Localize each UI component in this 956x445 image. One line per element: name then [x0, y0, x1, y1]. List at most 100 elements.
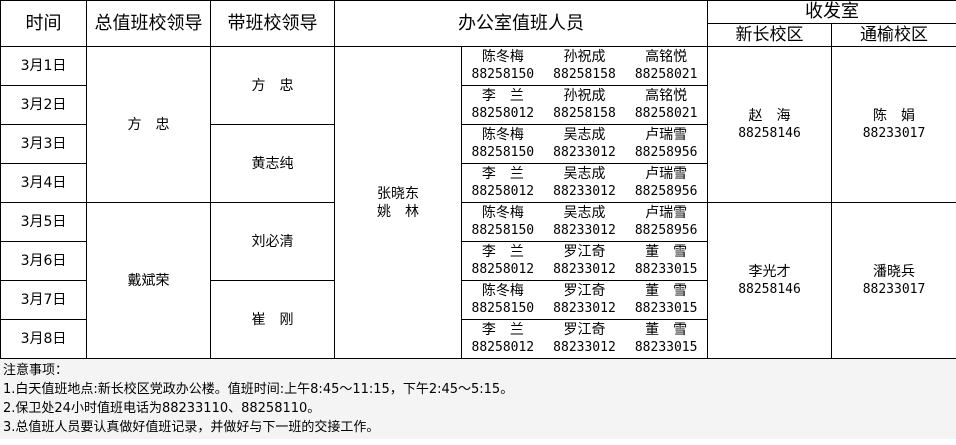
staff-phone: 88258150	[471, 223, 535, 238]
staff-name: 陈冬梅	[481, 205, 524, 221]
staff-phone: 88233012	[553, 145, 616, 160]
mailroom-name: 赵 海	[748, 107, 791, 124]
note-item: 3.总值班人员要认真做好值班记录，并做好与下一班的交接工作。	[3, 420, 380, 435]
general-leader-cell: 方 忠	[86, 46, 211, 203]
staff-name: 陈冬梅	[481, 127, 524, 143]
date-cell: 3月5日	[0, 202, 87, 242]
office-staff-cell: 陈冬梅 吴志成 卢瑞雪 88258150 88233012 88258956	[461, 124, 708, 164]
staff-phone: 88233012	[553, 223, 616, 238]
shift-leader-cell: 黄志纯	[210, 124, 335, 203]
shift-leader-cell: 方 忠	[210, 46, 335, 125]
mailroom-tong-cell: 潘晓兵 88233017	[831, 202, 956, 359]
staff-phone: 88258012	[471, 184, 535, 199]
shift-leader-cell: 刘必清	[210, 202, 335, 281]
table-row: 3月6日 李 兰 罗江奇 董 雪 88258012 88233012 88233015	[0, 241, 956, 281]
staff-phone: 88258150	[471, 301, 535, 316]
table-row: 3月7日 崔 刚 陈冬梅罗江奇 董 雪 88258150 88233012 88233015	[0, 280, 956, 359]
mailroom-new-cell: 赵 海 88258146	[707, 46, 832, 203]
header-general-leader: 总值班校领导	[86, 0, 211, 47]
staff-phone: 88258150	[471, 67, 535, 82]
header-time: 时间	[0, 0, 87, 47]
note-item: 1.白天值班地点:新长校区党政办公楼。值班时间:上午8:45～11:15，下午2…	[3, 382, 514, 397]
staff-name: 陈冬梅	[481, 49, 524, 65]
staff-phone: 88258012	[471, 340, 535, 355]
header-campus-tong: 通榆校区	[831, 23, 956, 47]
date-cell: 3月1日	[0, 46, 87, 86]
note-item: 2.保卫处24小时值班电话为88233110、88258110。	[3, 401, 321, 416]
staff-name: 卢瑞雪	[645, 205, 688, 221]
date-cell: 3月4日	[0, 163, 87, 203]
mailroom-phone: 88258146	[738, 125, 801, 141]
staff-name: 李 兰	[481, 322, 524, 338]
duty-schedule-table: 时间 总值班校领导 带班校领导 办公室值班人员 收发室 新长校区 通榆校区 3月…	[0, 0, 956, 359]
header-campus-new: 新长校区	[707, 23, 832, 47]
staff-name: 孙祝成	[563, 49, 606, 65]
office-staff-cell: 李 兰 孙祝成 高铭悦 88258012 88258158 88258021	[461, 85, 708, 125]
staff-name: 罗江奇	[563, 322, 606, 338]
staff-name: 李 兰	[481, 244, 524, 260]
office-staff-cell: 李 兰 吴志成 卢瑞雪 88258012 88233012 88258956	[461, 163, 708, 203]
staff-phone: 88258956	[634, 223, 698, 238]
staff-phone: 88233012	[553, 184, 616, 199]
staff-name: 孙祝成	[563, 88, 606, 104]
date-cell: 3月3日	[0, 124, 87, 164]
office-lead-name: 姚 林	[377, 203, 419, 220]
table-row: 3月3日 黄志纯 陈冬梅 吴志成 卢瑞雪 88258150 88233012 88258956	[0, 124, 956, 203]
mailroom-phone: 88233017	[862, 281, 926, 297]
staff-name: 高铭悦	[645, 88, 688, 104]
header-shift-leader: 带班校领导	[210, 0, 335, 47]
staff-name: 李 兰	[481, 166, 524, 182]
staff-name: 卢瑞雪	[645, 166, 688, 182]
mailroom-name: 李光才	[748, 263, 791, 280]
shift-leader-cell: 崔 刚	[210, 280, 335, 359]
header-mailroom: 收发室	[707, 0, 956, 24]
table-row: 3月1日方 忠方 忠张晓东姚 林陈冬梅 孙祝成 高铭悦 88258150 8825815…	[0, 46, 956, 359]
staff-phone: 88233015	[634, 301, 698, 316]
staff-phone: 88258956	[634, 184, 698, 199]
office-staff-cell: 李 兰 罗江奇 董 雪 88258012 88233012 88233015	[461, 241, 708, 281]
staff-name: 吴志成	[563, 166, 606, 182]
staff-phone: 88258956	[634, 145, 698, 160]
table-row: 3月4日 李 兰 吴志成 卢瑞雪 88258012 88233012 88258956	[0, 163, 956, 203]
office-lead-name: 张晓东	[377, 185, 419, 202]
staff-name: 陈冬梅	[481, 283, 524, 299]
mailroom-name: 陈 娟	[873, 107, 915, 124]
staff-name: 罗江奇	[563, 244, 606, 260]
staff-phone: 88258021	[634, 67, 698, 82]
mailroom-phone: 88233017	[862, 125, 926, 141]
staff-phone: 88258158	[553, 67, 616, 82]
staff-phone: 88233015	[634, 262, 698, 277]
date-cell: 3月2日	[0, 85, 87, 125]
mailroom-phone: 88258146	[738, 281, 801, 297]
office-lead-cell: 张晓东姚 林	[334, 46, 462, 359]
staff-phone: 88258021	[634, 106, 698, 121]
office-staff-cell: 陈冬梅 吴志成 卢瑞雪 88258150 88233012 88258956	[461, 202, 708, 242]
date-cell: 3月6日	[0, 241, 87, 281]
staff-name: 董 雪	[645, 322, 688, 338]
office-staff-cell: 陈冬梅 孙祝成 高铭悦 88258150 88258158 88258021	[461, 46, 708, 86]
notes: 注意事项： 1.白天值班地点:新长校区党政办公楼。值班时间:上午8:45～11:…	[0, 359, 956, 439]
header-office: 办公室值班人员	[334, 0, 708, 47]
date-cell: 3月7日	[0, 280, 87, 320]
mailroom-new-cell: 李光才 88258146	[707, 202, 832, 359]
staff-name: 董 雪	[645, 283, 688, 299]
staff-phone: 88258158	[553, 106, 616, 121]
staff-name: 卢瑞雪	[645, 127, 688, 143]
staff-phone: 88233012	[553, 262, 616, 277]
mailroom-tong-cell: 陈 娟 88233017	[831, 46, 956, 203]
staff-name: 高铭悦	[645, 49, 688, 65]
staff-name: 李 兰	[481, 88, 524, 104]
office-staff-cell: 陈冬梅 罗江奇 董 雪 88258150 88233012 88233015	[461, 280, 708, 320]
staff-phone: 88258012	[471, 106, 535, 121]
staff-name: 吴志成	[563, 127, 606, 143]
staff-phone: 88258150	[471, 145, 535, 160]
mailroom-name: 潘晓兵	[873, 263, 915, 280]
staff-phone: 88233015	[634, 340, 698, 355]
staff-phone: 88233012	[553, 301, 616, 316]
staff-name: 董 雪	[645, 244, 688, 260]
table-row: 3月2日 李 兰 孙祝成 高铭悦 88258012 88258158 88258021	[0, 85, 956, 125]
date-cell: 3月8日	[0, 319, 87, 359]
table-row: 3月5日 戴斌荣 刘必清 陈冬梅 吴志成 卢瑞雪 88258150 88233012 88258…	[0, 202, 956, 359]
notes-title: 注意事项：	[3, 363, 69, 378]
office-staff-cell: 李 兰 罗江奇 董 雪 88258012 88233012 88233015	[461, 319, 708, 359]
